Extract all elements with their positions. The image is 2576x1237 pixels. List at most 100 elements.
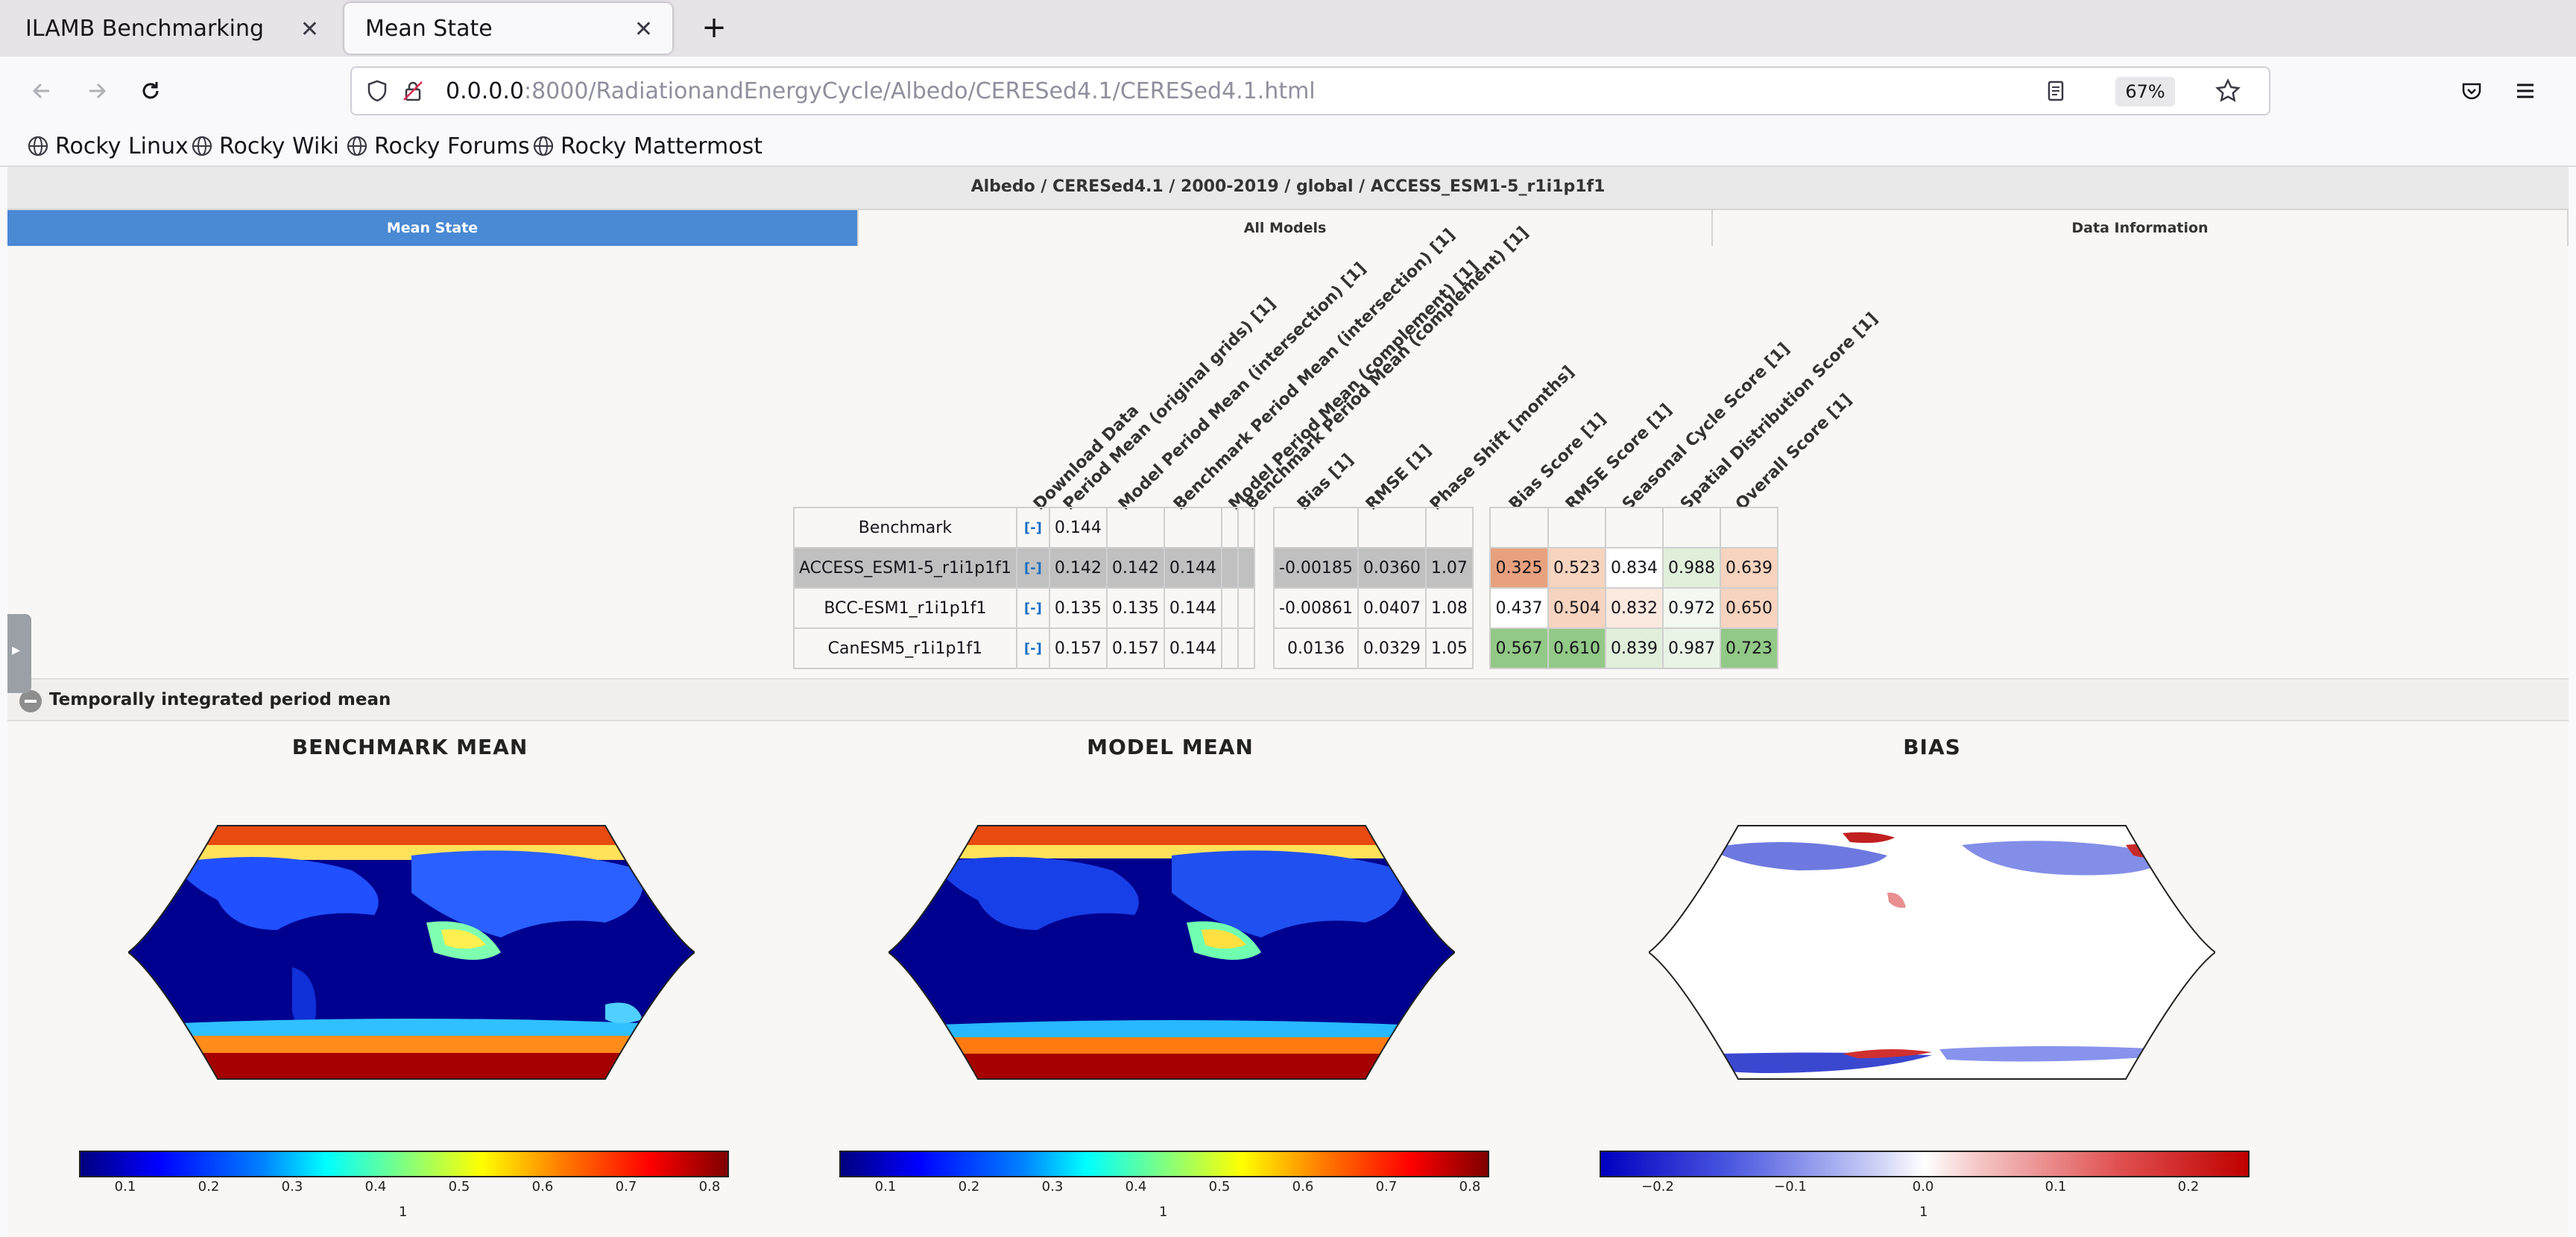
score-cell: 0.610	[1547, 627, 1606, 669]
value-cell	[1237, 587, 1255, 629]
score-cell: 0.567	[1489, 627, 1549, 669]
download-link[interactable]: [-]	[1015, 627, 1050, 669]
column-header[interactable]: Benchmark Period Mean (complement) [1]	[1242, 223, 1532, 514]
value-cell	[1105, 507, 1165, 548]
colorbar-tick-label: 0.5	[448, 1179, 470, 1195]
bias-map	[1649, 825, 2215, 1080]
collapse-icon[interactable]	[19, 690, 42, 712]
close-icon[interactable]: ✕	[300, 16, 319, 42]
value-cell	[1424, 507, 1474, 548]
colorbar-ticks-model: 0.1 0.2 0.3 0.4 0.5 0.6 0.7 0.8	[839, 1179, 1489, 1206]
colorbar-tick-label: −0.1	[1774, 1179, 1807, 1195]
globe-icon	[28, 136, 48, 156]
colorbar-tick-label: 0.2	[198, 1179, 220, 1195]
value-cell	[1163, 507, 1222, 548]
close-icon[interactable]: ✕	[634, 16, 653, 42]
table-row[interactable]: BCC-ESM1_r1i1p1f1 [-] 0.135 0.135 0.144	[793, 587, 1255, 629]
download-link[interactable]: [-]	[1015, 547, 1050, 589]
pocket-icon	[2462, 83, 2481, 100]
menu-button[interactable]	[2506, 72, 2545, 110]
back-button[interactable]	[22, 72, 61, 110]
map-title-bias: BIAS	[1903, 735, 1961, 759]
value-cell: 0.135	[1048, 587, 1108, 629]
colorbar-tick-label: 0.6	[1292, 1179, 1314, 1195]
bookmark-rocky-mattermost[interactable]: Rocky Mattermost	[532, 130, 763, 162]
tab-data-information[interactable]: Data Information	[1713, 210, 2569, 246]
value-cell	[1220, 587, 1239, 629]
column-header[interactable]: RMSE [1]	[1363, 441, 1436, 514]
section-toggle[interactable]: Temporally integrated period mean	[7, 678, 2569, 721]
score-cell: 0.839	[1604, 627, 1664, 669]
model-name-cell[interactable]: ACCESS_ESM1-5_r1i1p1f1	[793, 547, 1017, 589]
value-cell: -0.00185	[1273, 547, 1359, 589]
table-row[interactable]	[1273, 507, 1474, 548]
forward-button[interactable]	[78, 72, 116, 110]
tab-mean-state[interactable]: Mean State	[7, 210, 859, 246]
table-row[interactable]: 0.0136 0.0329 1.05	[1273, 627, 1474, 669]
tab-mean-state[interactable]: Mean State ✕	[344, 3, 672, 54]
bookmark-rocky-wiki[interactable]: Rocky Wiki	[191, 130, 339, 162]
bias-table: -0.00185 0.0360 1.07 -0.00861 0.0407 1.08 0.01…	[1273, 507, 1474, 669]
benchmark-mean-map	[128, 825, 695, 1080]
table-row[interactable]: -0.00861 0.0407 1.08	[1273, 587, 1474, 629]
download-link[interactable]: [-]	[1015, 587, 1050, 629]
column-header[interactable]: RMSE Score [1]	[1562, 400, 1676, 514]
column-header[interactable]: Phase Shift [months]	[1427, 362, 1579, 514]
reader-view-icon[interactable]	[2044, 79, 2068, 103]
model-name-cell[interactable]: Benchmark	[793, 507, 1017, 548]
table-row[interactable]: ACCESS_ESM1-5_r1i1p1f1 [-] 0.142 0.142 0.144	[793, 547, 1255, 589]
colorbar-benchmark	[79, 1151, 729, 1177]
tab-strip: ILAMB Benchmarking ✕ Mean State ✕ +	[0, 0, 2576, 57]
bookmark-label: Rocky Mattermost	[561, 133, 763, 159]
download-link[interactable]: [-]	[1015, 507, 1050, 548]
colorbar-tick-label: 0.1	[2045, 1179, 2067, 1195]
pocket-button[interactable]	[2452, 72, 2491, 110]
url-host: 0.0.0.0	[446, 78, 524, 104]
colorbar-tick-label: 0.2	[958, 1179, 980, 1195]
tab-ilamb-benchmarking[interactable]: ILAMB Benchmarking ✕	[4, 3, 338, 54]
table-row[interactable]: 0.325 0.523 0.834 0.988 0.639	[1489, 547, 1778, 589]
score-cell: 0.972	[1661, 587, 1721, 629]
table-row[interactable]: CanESM5_r1i1p1f1 [-] 0.157 0.157 0.144	[793, 627, 1255, 669]
shield-icon[interactable]	[365, 79, 389, 103]
reload-button[interactable]	[131, 72, 170, 110]
address-bar[interactable]: 0.0.0.0:8000/RadiationandEnergyCycle/Alb…	[350, 66, 2270, 116]
bookmarks-toolbar: Rocky Linux Rocky Wiki Rocky Forums Rock…	[0, 125, 2576, 167]
url-text[interactable]: 0.0.0.0:8000/RadiationandEnergyCycle/Alb…	[446, 78, 1316, 104]
table-row[interactable]	[1489, 507, 1778, 548]
model-name-cell[interactable]: BCC-ESM1_r1i1p1f1	[793, 587, 1017, 629]
table-row[interactable]: Benchmark [-] 0.144	[793, 507, 1255, 548]
bookmark-rocky-forums[interactable]: Rocky Forums	[346, 130, 530, 162]
value-cell: 1.08	[1424, 587, 1474, 629]
value-cell: 0.135	[1105, 587, 1165, 629]
map-title-benchmark: BENCHMARK MEAN	[291, 735, 528, 759]
colorbar-unit-bias: 1	[1919, 1204, 1928, 1220]
zoom-level-badge[interactable]: 67%	[2115, 77, 2175, 107]
table-row[interactable]: 0.567 0.610 0.839 0.987 0.723	[1489, 627, 1778, 669]
sidebar-handle[interactable]	[7, 614, 31, 693]
table-row[interactable]: -0.00185 0.0360 1.07	[1273, 547, 1474, 589]
colorbar-model	[839, 1151, 1489, 1177]
star-icon[interactable]	[2215, 78, 2241, 104]
page-content: Albedo / CERESed4.1 / 2000-2019 / global…	[7, 167, 2569, 1237]
value-cell	[1220, 507, 1239, 548]
colorbar-tick-label: 0.0	[1912, 1179, 1934, 1195]
table-row[interactable]: 0.437 0.504 0.832 0.972 0.650	[1489, 587, 1778, 629]
score-cell	[1661, 507, 1721, 548]
insecure-lock-icon[interactable]	[401, 79, 425, 103]
value-cell: 0.144	[1163, 587, 1222, 629]
value-cell: 0.144	[1163, 547, 1222, 589]
value-cell: 0.0407	[1357, 587, 1427, 629]
value-cell	[1237, 507, 1255, 548]
model-name-cell[interactable]: CanESM5_r1i1p1f1	[793, 627, 1017, 669]
colorbar-tick-label: 0.8	[1459, 1179, 1481, 1195]
tab-all-models[interactable]: All Models	[859, 210, 1713, 246]
new-tab-button[interactable]: +	[701, 10, 727, 45]
score-cell: 0.650	[1719, 587, 1778, 629]
tab-title: ILAMB Benchmarking	[25, 15, 265, 42]
value-cell: 0.0329	[1357, 627, 1427, 669]
bookmark-label: Rocky Linux	[55, 133, 189, 159]
value-cell: 0.0136	[1273, 627, 1359, 669]
value-cell: 0.144	[1048, 507, 1108, 548]
bookmark-rocky-linux[interactable]: Rocky Linux	[27, 130, 189, 162]
